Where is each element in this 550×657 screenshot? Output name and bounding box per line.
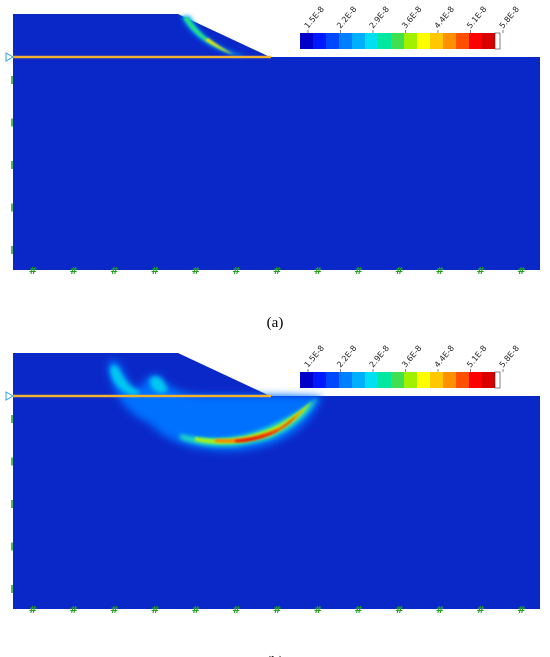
colorbar-cell (378, 372, 392, 388)
bottom-support: # (395, 266, 403, 277)
panel-b: # # # # # # # # # # # # #1.5E-8 2.2E-8 2.9E-8 3.6E-8 4.4… (5, 344, 540, 657)
bottom-support: # (436, 605, 444, 616)
colorbar-label: 2.2E-8 (335, 5, 358, 31)
bottom-support: # (232, 605, 240, 616)
colorbar-cell (300, 33, 314, 49)
colorbar-label: 3.6E-8 (400, 5, 423, 31)
colorbar-cell (352, 33, 366, 49)
colorbar-end (494, 32, 501, 50)
colorbar-label: 3.6E-8 (400, 344, 423, 370)
colorbar-label: 1.5E-8 (303, 344, 326, 370)
colorbar-label: 2.9E-8 (368, 5, 391, 31)
bottom-support: # (70, 266, 78, 277)
colorbar-cell (456, 372, 470, 388)
soil-domain (13, 14, 540, 270)
bottom-support: # (517, 266, 525, 277)
colorbar-cell (352, 372, 366, 388)
colorbar-cell (365, 372, 379, 388)
bottom-support: # (70, 605, 78, 616)
colorbar-cell (482, 372, 496, 388)
bottom-support: # (273, 605, 281, 616)
colorbar-cell (326, 372, 340, 388)
colorbar-cell (339, 33, 353, 49)
bottom-support: # (314, 266, 322, 277)
caption: (b) (266, 654, 284, 657)
caption: (a) (267, 315, 284, 331)
colorbar-cell (391, 372, 405, 388)
contour-a (181, 16, 246, 56)
colorbar-label: 4.4E-8 (433, 5, 456, 31)
bottom-support: # (192, 605, 200, 616)
colorbar-cell (430, 33, 444, 49)
colorbar-cell (469, 33, 483, 49)
colorbar-cell (404, 372, 418, 388)
contour-b (108, 359, 322, 451)
colorbar-cell (326, 33, 340, 49)
colorbar-cell (417, 33, 431, 49)
water-marker (5, 391, 15, 401)
bottom-support: # (29, 605, 37, 616)
colorbar-cell (456, 33, 470, 49)
bottom-support: # (395, 605, 403, 616)
colorbar-label: 4.4E-8 (433, 344, 456, 370)
bottom-support: # (517, 605, 525, 616)
colorbar-label: 5.8E-8 (498, 5, 521, 31)
colorbar-cell (300, 372, 314, 388)
colorbar-cell (391, 33, 405, 49)
soil-domain (13, 353, 540, 609)
colorbar-cell (417, 372, 431, 388)
colorbar-label: 5.1E-8 (465, 5, 488, 31)
colorbar-cell (378, 33, 392, 49)
bottom-support: # (354, 605, 362, 616)
colorbar-cell (404, 33, 418, 49)
colorbar-cell (365, 33, 379, 49)
bottom-support: # (110, 605, 118, 616)
colorbar-cell (339, 372, 353, 388)
colorbar-cell (313, 372, 327, 388)
colorbar-cell (313, 33, 327, 49)
bottom-support: # (436, 266, 444, 277)
bottom-support: # (110, 266, 118, 277)
colorbar-label: 2.9E-8 (368, 344, 391, 370)
colorbar-label: 2.2E-8 (335, 344, 358, 370)
bottom-support: # (314, 605, 322, 616)
bottom-support: # (477, 605, 485, 616)
colorbar-label: 5.8E-8 (498, 344, 521, 370)
bottom-support: # (192, 266, 200, 277)
bottom-support: # (151, 605, 159, 616)
bottom-support: # (232, 266, 240, 277)
water-marker (5, 52, 15, 62)
colorbar-end (494, 371, 501, 389)
colorbar-cell (443, 33, 457, 49)
bottom-support: # (354, 266, 362, 277)
colorbar-cell (469, 372, 483, 388)
colorbar-cell (443, 372, 457, 388)
colorbar-cell (482, 33, 496, 49)
bottom-support: # (273, 266, 281, 277)
panel-a: # # # # # # # # # # # # #1.5E-8 2.2E-8 2.9E-8 3.6E-8 4.4… (5, 5, 540, 331)
bottom-support: # (477, 266, 485, 277)
bottom-support: # (151, 266, 159, 277)
colorbar-cell (430, 372, 444, 388)
colorbar-label: 1.5E-8 (303, 5, 326, 31)
colorbar-label: 5.1E-8 (465, 344, 488, 370)
bottom-support: # (29, 266, 37, 277)
